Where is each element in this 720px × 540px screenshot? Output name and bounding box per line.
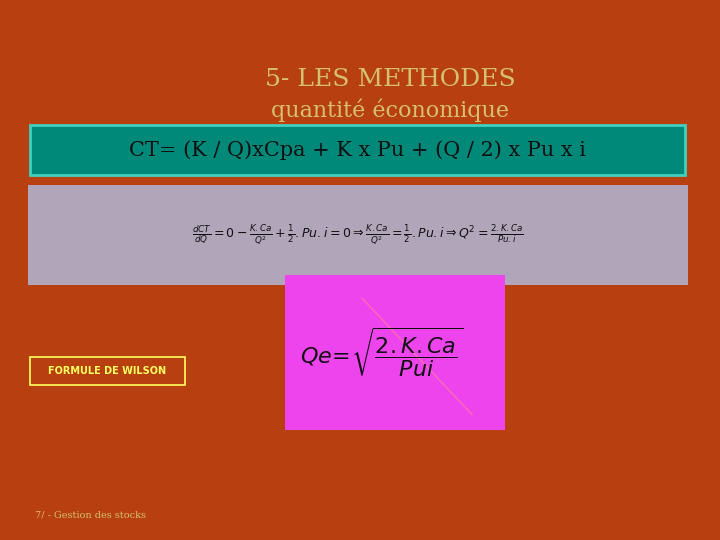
Bar xyxy=(30,125,685,175)
Text: 7/ - Gestion des stocks: 7/ - Gestion des stocks xyxy=(35,510,146,519)
Text: $Qe\!=\!\sqrt{\dfrac{2.K.Ca}{Pui}}$: $Qe\!=\!\sqrt{\dfrac{2.K.Ca}{Pui}}$ xyxy=(300,326,463,379)
Text: quantité économique: quantité économique xyxy=(271,98,509,122)
Bar xyxy=(30,357,185,385)
Text: $\frac{dCT}{dQ} = 0 - \frac{K.Ca}{Q^2} + \frac{1}{2}.Pu.i = 0\Rightarrow \frac{K: $\frac{dCT}{dQ} = 0 - \frac{K.Ca}{Q^2} +… xyxy=(192,224,524,247)
Bar xyxy=(28,185,688,285)
Text: FORMULE DE WILSON: FORMULE DE WILSON xyxy=(48,366,166,376)
Text: CT= (K / Q)xCpa + K x Pu + (Q / 2) x Pu x i: CT= (K / Q)xCpa + K x Pu + (Q / 2) x Pu … xyxy=(129,140,586,160)
Text: 5- LES METHODES: 5- LES METHODES xyxy=(265,69,516,91)
Bar xyxy=(285,275,505,430)
